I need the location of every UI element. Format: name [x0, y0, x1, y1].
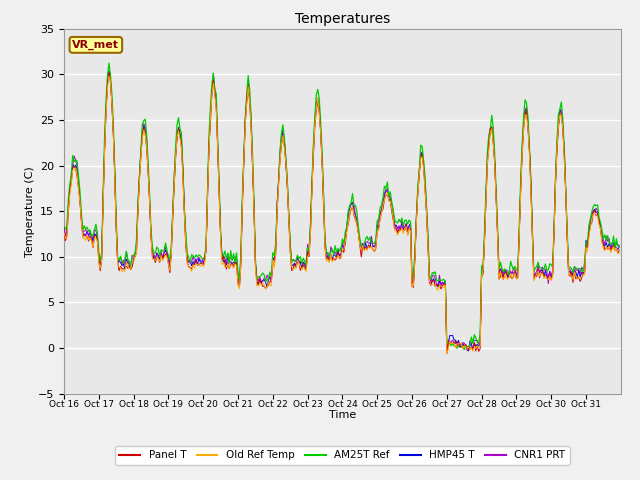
Line: HMP45 T: HMP45 T [64, 71, 620, 351]
Y-axis label: Temperature (C): Temperature (C) [25, 166, 35, 257]
CNR1 PRT [105, 68, 113, 74]
Old Ref Temp [616, 250, 623, 256]
CNR1 PRT [97, 260, 104, 266]
HMP45 T [97, 265, 104, 271]
HMP45 T [614, 246, 621, 252]
AM25T Ref [105, 60, 113, 66]
CNR1 PRT [79, 229, 86, 235]
CNR1 PRT [60, 223, 68, 229]
Line: AM25T Ref: AM25T Ref [64, 63, 620, 350]
AM25T Ref [614, 243, 621, 249]
Legend: Panel T, Old Ref Temp, AM25T Ref, HMP45 T, CNR1 PRT: Panel T, Old Ref Temp, AM25T Ref, HMP45 … [115, 446, 570, 465]
CNR1 PRT [443, 348, 451, 353]
AM25T Ref [541, 261, 549, 267]
CNR1 PRT [614, 242, 621, 248]
AM25T Ref [97, 258, 104, 264]
HMP45 T [79, 230, 86, 236]
Old Ref Temp [348, 205, 355, 211]
Old Ref Temp [79, 236, 86, 241]
Panel T [105, 70, 113, 76]
Title: Temperatures: Temperatures [295, 12, 390, 26]
Text: VR_met: VR_met [72, 40, 119, 50]
Old Ref Temp [541, 273, 549, 278]
CNR1 PRT [348, 202, 355, 207]
Line: Panel T: Panel T [64, 73, 620, 353]
Panel T [79, 233, 86, 239]
Old Ref Temp [105, 73, 113, 79]
AM25T Ref [460, 347, 468, 353]
AM25T Ref [348, 200, 355, 205]
HMP45 T [348, 202, 355, 207]
Old Ref Temp [60, 230, 68, 236]
HMP45 T [458, 344, 465, 350]
Panel T [541, 272, 549, 277]
AM25T Ref [458, 342, 465, 348]
Old Ref Temp [459, 346, 467, 351]
Panel T [459, 343, 467, 349]
HMP45 T [616, 244, 623, 250]
AM25T Ref [60, 224, 68, 229]
HMP45 T [60, 232, 68, 238]
CNR1 PRT [541, 266, 549, 272]
Panel T [443, 350, 451, 356]
AM25T Ref [616, 243, 623, 249]
Line: Old Ref Temp: Old Ref Temp [64, 76, 620, 354]
Line: CNR1 PRT: CNR1 PRT [64, 71, 620, 350]
X-axis label: Time: Time [329, 410, 356, 420]
Old Ref Temp [443, 351, 451, 357]
Old Ref Temp [97, 265, 104, 271]
Old Ref Temp [614, 251, 621, 257]
CNR1 PRT [616, 243, 623, 249]
Panel T [616, 247, 623, 253]
HMP45 T [541, 268, 549, 274]
HMP45 T [465, 348, 472, 354]
AM25T Ref [79, 227, 86, 233]
Panel T [60, 231, 68, 237]
CNR1 PRT [459, 340, 467, 346]
Panel T [348, 206, 355, 212]
Panel T [97, 268, 104, 274]
HMP45 T [105, 68, 113, 74]
Panel T [614, 250, 621, 256]
